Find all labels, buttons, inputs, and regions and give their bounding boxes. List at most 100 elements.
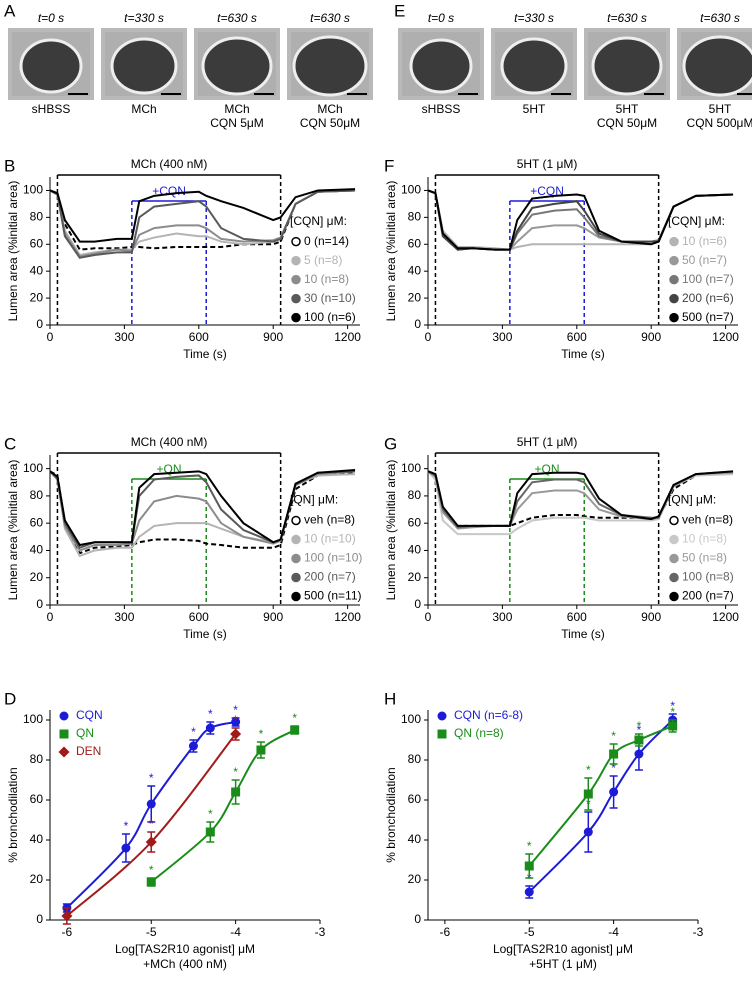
y-tick-label: 40 (30, 543, 44, 557)
x-tick-label: 0 (425, 610, 432, 624)
addition-label: +CQN (530, 184, 564, 198)
marker (230, 728, 242, 740)
y-tick-label: 60 (408, 236, 422, 250)
significance-star: * (233, 765, 238, 779)
y-tick-label: 80 (408, 752, 422, 766)
series-line (49, 470, 356, 555)
y-tick-label: 20 (30, 570, 44, 584)
legend-marker (437, 729, 447, 739)
y-tick-label: 40 (30, 263, 44, 277)
y-tick-label: 20 (408, 290, 422, 304)
significance-star: * (670, 705, 675, 719)
y-tick-label: 80 (408, 488, 422, 502)
legend-marker (437, 711, 447, 721)
legend-marker (669, 591, 679, 602)
y-tick-label: 80 (30, 488, 44, 502)
x-axis-label: +MCh (400 nM) (143, 957, 227, 971)
airway-lumen (292, 35, 368, 97)
y-tick-label: 60 (30, 515, 44, 529)
x-tick-label: -5 (146, 925, 157, 939)
y-tick-label: 60 (408, 515, 422, 529)
significance-star: * (586, 763, 591, 777)
x-tick-label: -6 (440, 925, 451, 939)
treatment-label: 5HT (1 μM) (517, 157, 578, 171)
x-tick-label: 1200 (334, 330, 361, 344)
x-axis-label: Log[TAS2R10 agonist] μM (115, 942, 255, 956)
marker (146, 799, 156, 809)
marker (205, 827, 215, 837)
x-tick-label: 900 (641, 610, 661, 624)
image-caption: CQN 5μM (210, 116, 264, 130)
x-tick-label: 1200 (334, 610, 361, 624)
legend-marker (291, 236, 301, 247)
panel-letter: D (4, 689, 16, 708)
marker (524, 861, 534, 871)
x-axis-label: Log[TAS2R10 agonist] μM (493, 942, 633, 956)
x-tick-label: 900 (263, 610, 283, 624)
significance-star: * (149, 771, 154, 785)
series-line (427, 470, 734, 529)
airway-lumen (682, 35, 752, 97)
x-tick-label: 600 (567, 330, 587, 344)
x-axis-label: Time (s) (561, 627, 605, 641)
marker (634, 735, 644, 745)
legend-marker (669, 293, 679, 304)
y-tick-label: 0 (36, 317, 43, 331)
legend-title: [QN] μM: (668, 493, 716, 507)
legend-label: 10 (n=8) (682, 532, 727, 546)
legend-marker (669, 236, 679, 247)
legend-label: 100 (n=7) (682, 272, 734, 286)
airway-lumen (409, 38, 473, 94)
image-time: t=630 s (217, 11, 257, 25)
significance-star: * (149, 817, 154, 831)
series-line (427, 470, 734, 536)
airway-lumen (201, 36, 273, 96)
marker (231, 717, 241, 727)
legend-marker (669, 572, 679, 583)
y-tick-label: 80 (30, 210, 44, 224)
y-axis-label: Lumen area (%initial area) (384, 181, 398, 322)
y-tick-label: 20 (30, 872, 44, 886)
y-tick-label: 0 (414, 912, 421, 926)
y-tick-label: 60 (30, 792, 44, 806)
significance-star: * (233, 713, 238, 727)
airway-lumen (500, 37, 568, 95)
legend-marker (291, 293, 301, 304)
significance-star: * (208, 707, 213, 721)
y-tick-label: 40 (408, 832, 422, 846)
treatment-label: 5HT (1 μM) (517, 435, 578, 449)
y-tick-label: 60 (30, 236, 44, 250)
significance-star: * (637, 719, 642, 733)
significance-star: * (124, 819, 129, 833)
legend-label: veh (n=8) (682, 513, 733, 527)
image-caption: sHBSS (422, 102, 461, 116)
x-tick-label: 300 (492, 610, 512, 624)
series-line (427, 470, 734, 527)
y-tick-label: 80 (408, 210, 422, 224)
legend-label: QN (n=8) (454, 726, 504, 740)
significance-star: * (611, 729, 616, 743)
legend-label: 30 (n=10) (304, 291, 356, 305)
legend-title: [CQN] μM: (290, 214, 347, 228)
legend-label: DEN (76, 744, 101, 758)
x-tick-label: 0 (47, 330, 54, 344)
image-caption: sHBSS (32, 102, 71, 116)
legend-marker (669, 274, 679, 285)
marker (524, 887, 534, 897)
x-tick-label: 300 (492, 330, 512, 344)
image-caption: 5HT (709, 102, 732, 116)
legend-title: [CQN] μM: (668, 214, 725, 228)
panel-letter: G (384, 434, 397, 453)
x-tick-label: 900 (641, 330, 661, 344)
legend-label: 50 (n=7) (682, 253, 727, 267)
treatment-label: MCh (400 nM) (131, 435, 208, 449)
marker (609, 749, 619, 759)
legend-label: 0 (n=14) (304, 234, 349, 248)
fit-curve (528, 719, 674, 893)
y-tick-label: 0 (414, 597, 421, 611)
y-tick-label: 0 (414, 317, 421, 331)
panel-letter: A (4, 1, 16, 20)
y-tick-label: 40 (408, 543, 422, 557)
y-tick-label: 20 (408, 872, 422, 886)
